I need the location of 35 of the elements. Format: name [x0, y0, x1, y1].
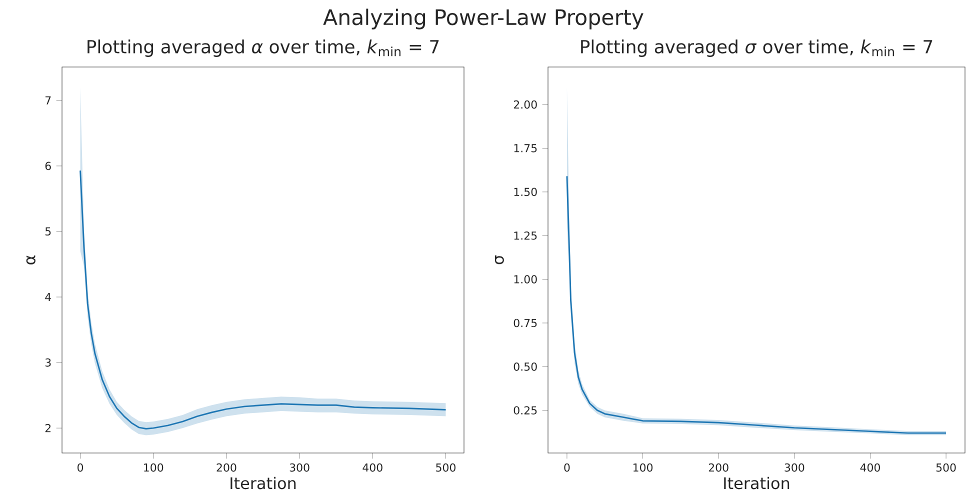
- line-series: [80, 170, 446, 430]
- y-tick-label: 0.50: [514, 362, 537, 371]
- x-tick-label: 100: [633, 463, 653, 472]
- y-tick-label: 1.00: [514, 275, 537, 284]
- x-tick-label: 0: [564, 463, 570, 472]
- y-tick-label: 6: [45, 162, 51, 170]
- x-tick-label: 300: [784, 463, 804, 472]
- x-tick-label: 400: [362, 463, 382, 472]
- x-tick-label: 200: [708, 463, 728, 472]
- y-tick-label: 4: [45, 293, 51, 302]
- y-axis-title: σ: [494, 255, 504, 264]
- x-tick-label: 300: [290, 463, 310, 472]
- x-tick-label: 400: [860, 463, 880, 472]
- y-tick-label: 1.25: [514, 231, 537, 240]
- y-tick-label: 2: [45, 424, 51, 432]
- line-series: [566, 175, 947, 434]
- y-tick-label: 1.75: [514, 144, 537, 152]
- y-tick-label: 3: [45, 358, 51, 367]
- y-axis-title: α: [26, 255, 36, 264]
- y-tick-label: 0.25: [514, 406, 537, 414]
- x-tick-label: 500: [936, 463, 956, 472]
- y-tick-label: 0.75: [514, 318, 537, 328]
- y-tick-label: 1.50: [514, 188, 537, 196]
- y-tick-label: 5: [45, 227, 51, 236]
- chart-title: Analyzing Power-Law Property: [323, 8, 644, 30]
- x-tick-label: 500: [436, 463, 456, 472]
- x-tick-label: 0: [78, 463, 84, 472]
- x-axis-title: Iteration: [724, 476, 790, 490]
- chart-subtitle: Plotting averaged α over time, k$_{min}$ = 7: [88, 40, 439, 57]
- x-axis-title: Iteration: [230, 476, 296, 490]
- chart-subtitle: Plotting averaged σ over time, k$_{min}$ = 7: [581, 40, 932, 57]
- x-tick-label: 100: [144, 463, 164, 472]
- y-tick-label: 2.00: [514, 100, 537, 109]
- x-tick-label: 200: [216, 463, 236, 472]
- y-tick-label: 7: [46, 96, 51, 104]
